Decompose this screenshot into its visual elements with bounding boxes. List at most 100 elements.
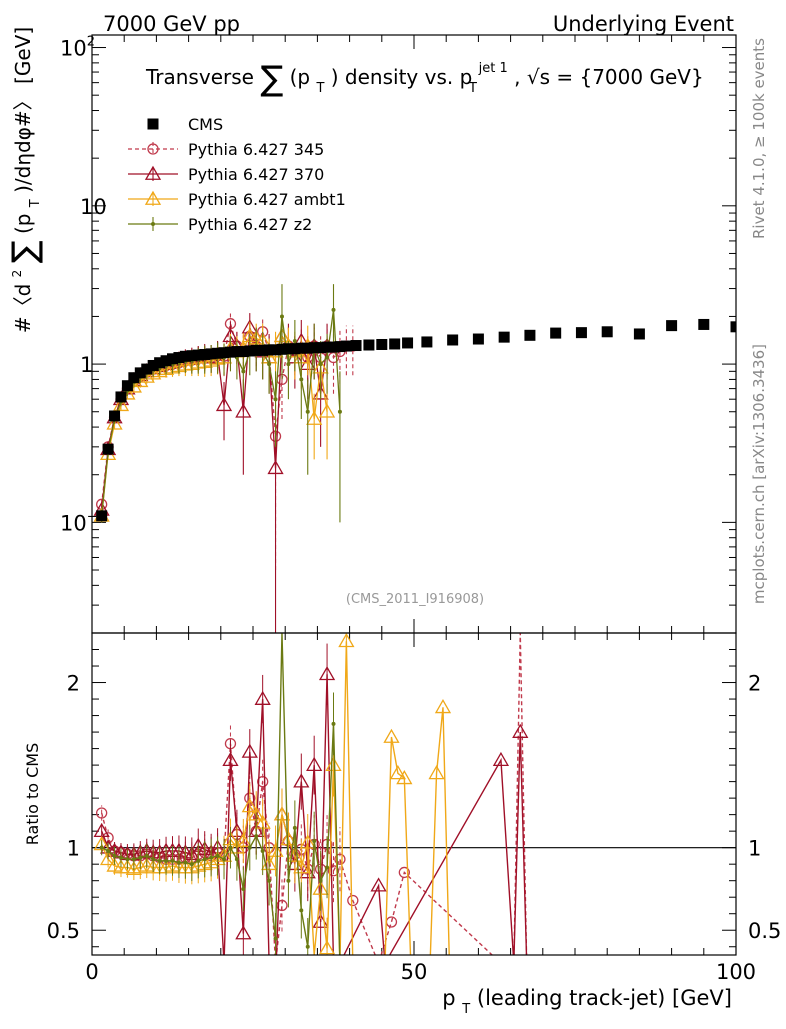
ratio-data-point <box>276 899 288 912</box>
legend-marker <box>144 190 162 205</box>
cms-data-point <box>147 359 159 371</box>
cms-data-point <box>212 347 224 359</box>
main-data-point <box>305 409 310 414</box>
cms-data-point <box>179 350 191 362</box>
cms-data-point <box>308 342 320 354</box>
legend-marker <box>147 143 159 155</box>
x-tick-labels: 0 50 100 <box>85 960 756 984</box>
ratio-data-point <box>428 765 445 780</box>
cms-data-point <box>224 346 236 358</box>
legend-marker <box>151 222 155 226</box>
x-tick-label: 0 <box>85 960 98 984</box>
main-data-point <box>267 362 272 367</box>
ratio-data-point <box>331 721 336 726</box>
cms-data-point <box>199 348 211 360</box>
main-data-point <box>235 403 252 418</box>
ratio-data-point <box>144 853 149 858</box>
legend-label: Pythia 6.427 370 <box>188 165 324 184</box>
ratio-data-point <box>389 765 407 780</box>
cms-data-point <box>250 344 262 356</box>
ratio-data-point <box>325 756 342 772</box>
header-left: 7000 GeV pp <box>103 12 240 36</box>
ratio-data-point <box>164 858 169 863</box>
ratio-data-point <box>325 865 330 870</box>
cms-data-point <box>421 336 433 348</box>
cms-data-point <box>205 348 217 360</box>
ratio-data-point <box>299 864 316 879</box>
main-y-tick-label: 1 <box>80 353 93 377</box>
cms-data-point <box>218 347 230 359</box>
ratio-data-point <box>312 839 317 844</box>
cms-data-point <box>115 391 127 403</box>
ratio-data-point <box>235 832 252 847</box>
ratio-data-point <box>260 848 265 853</box>
xlabel-part-a: p <box>442 986 455 1010</box>
ratio-data-point <box>434 698 452 714</box>
legend-marker <box>147 118 159 130</box>
legend-entry: CMS <box>147 115 223 134</box>
main-y-tick-exponent: 2 <box>87 35 95 50</box>
ratio-data-point <box>222 857 227 862</box>
ratio-data-point <box>125 860 142 876</box>
main-data-point <box>299 377 304 382</box>
main-series-line <box>101 309 341 516</box>
x-tick-label: 50 <box>401 960 428 984</box>
cms-data-point <box>121 380 133 392</box>
ratio-series-line <box>101 674 528 955</box>
ratio-data-point <box>157 858 162 863</box>
cms-data-point <box>575 327 587 339</box>
legend-label: Pythia 6.427 z2 <box>188 215 312 234</box>
cms-data-point <box>321 341 333 353</box>
cms-data-point <box>363 339 375 351</box>
main-data-point <box>273 397 278 402</box>
main-data-point <box>318 362 323 367</box>
ratio-data-point <box>125 857 130 862</box>
ratio-data-point <box>215 853 220 858</box>
ratio-data-point <box>99 845 104 850</box>
main-data-point <box>325 355 330 360</box>
ylabel-sub: T <box>28 199 43 208</box>
ratio-ylabel: Ratio to CMS <box>23 743 42 845</box>
xlabel-sub: T <box>461 1002 470 1017</box>
ratio-data-point <box>247 845 252 850</box>
ratio-data-point <box>306 756 323 772</box>
cms-data-point <box>402 337 414 349</box>
ratio-data-point <box>396 770 413 785</box>
cms-data-point <box>698 318 710 330</box>
ratio-data-point <box>183 860 188 865</box>
main-y-tick-label: 10 <box>80 195 107 219</box>
title-sum-symbol: ∑ <box>260 59 283 99</box>
ratio-series-layer <box>93 633 529 955</box>
main-data-point <box>241 369 246 374</box>
ratio-data-point <box>385 916 398 928</box>
title-part-c: ) density vs. p <box>331 65 473 89</box>
legend-label: Pythia 6.427 ambt1 <box>188 190 346 209</box>
title-sup: jet 1 <box>478 61 508 76</box>
cms-data-point <box>666 320 678 332</box>
ratio-data-point <box>228 845 233 850</box>
cms-data-point <box>334 341 346 353</box>
cms-data-point <box>134 367 146 379</box>
legend-entry: Pythia 6.427 ambt1 <box>128 190 346 209</box>
ratio-data-point <box>131 857 136 862</box>
ratio-data-point <box>234 857 239 862</box>
ratio-data-point <box>235 925 252 940</box>
main-data-point <box>286 362 291 367</box>
ylabel-sup: 2 <box>10 270 24 278</box>
cms-data-point <box>550 327 562 339</box>
ylabel-sum-symbol: ∑ <box>5 240 45 263</box>
title-sub-1: T <box>315 81 324 96</box>
cms-data-point <box>328 341 339 353</box>
legend-label: Pythia 6.427 345 <box>188 140 324 159</box>
cms-data-point <box>350 340 362 352</box>
ratio-data-point <box>383 728 400 743</box>
ylabel-part-c: (p <box>11 214 35 235</box>
ratio-data-point <box>318 940 336 955</box>
cms-data-point <box>315 342 327 354</box>
cms-data-point <box>289 343 301 355</box>
legend-marker <box>144 165 162 180</box>
ratio-data-point <box>305 944 310 949</box>
ratio-axis-ticks: 0.5 0.5 1 1 2 2 <box>47 633 781 955</box>
cms-data-point <box>154 357 166 369</box>
